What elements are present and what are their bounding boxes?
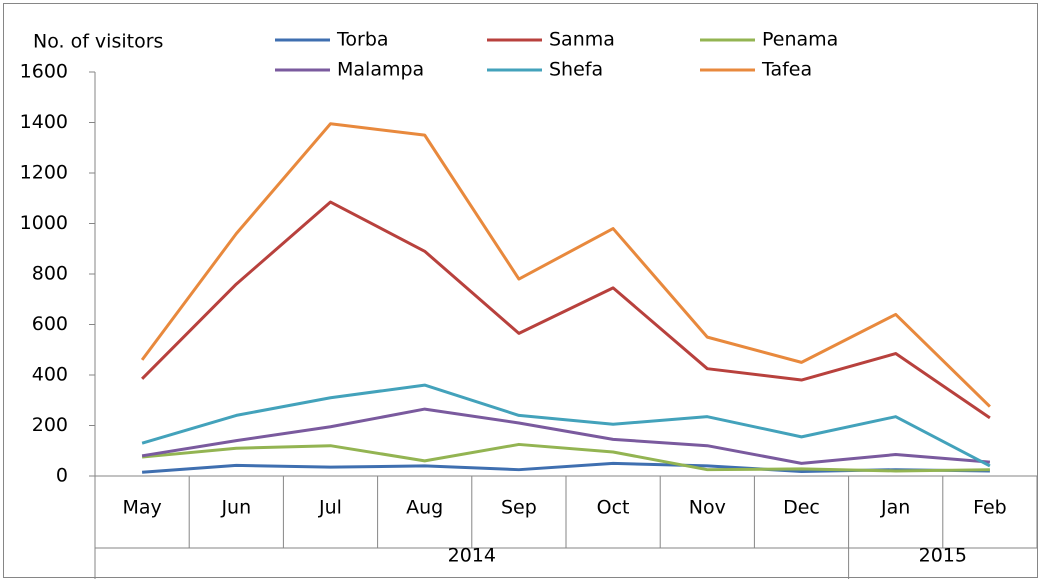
group-label: 2014 xyxy=(448,545,496,567)
group-label: 2015 xyxy=(919,545,967,567)
legend-label: Torba xyxy=(336,29,389,51)
series-line xyxy=(141,200,991,420)
legend-label: Sanma xyxy=(549,29,615,51)
x-tick-label: May xyxy=(122,497,161,519)
x-tick-label: Oct xyxy=(597,497,630,519)
x-tick-label: Jan xyxy=(880,497,910,519)
y-tick-label: 800 xyxy=(32,263,68,285)
legend-label: Penama xyxy=(762,29,838,51)
y-tick-label: 600 xyxy=(32,313,68,335)
y-tick-label: 1000 xyxy=(20,212,68,234)
x-tick-label: Dec xyxy=(783,497,820,519)
series-line xyxy=(141,383,991,468)
y-tick-label: 1600 xyxy=(20,61,68,83)
y-tick-label: 400 xyxy=(32,364,68,386)
chart-border xyxy=(3,3,1038,578)
y-tick-label: 1200 xyxy=(20,162,68,184)
y-tick-label: 1400 xyxy=(20,111,68,133)
x-tick-label: Sep xyxy=(501,497,537,519)
y-axis-title: No. of visitors xyxy=(33,31,163,53)
x-tick-label: Jul xyxy=(318,497,342,519)
x-tick-label: Nov xyxy=(689,497,726,519)
series-line xyxy=(141,442,990,473)
y-tick-label: 0 xyxy=(56,465,68,487)
y-tick-label: 200 xyxy=(32,414,68,436)
series-line xyxy=(141,407,991,465)
legend-label: Malampa xyxy=(337,59,424,81)
x-tick-label: Feb xyxy=(973,497,1007,519)
legend-label: Tafea xyxy=(761,59,812,81)
legend-label: Shefa xyxy=(549,59,603,81)
x-tick-label: Jun xyxy=(220,497,251,519)
series-line xyxy=(140,122,991,408)
x-tick-label: Aug xyxy=(406,497,443,519)
